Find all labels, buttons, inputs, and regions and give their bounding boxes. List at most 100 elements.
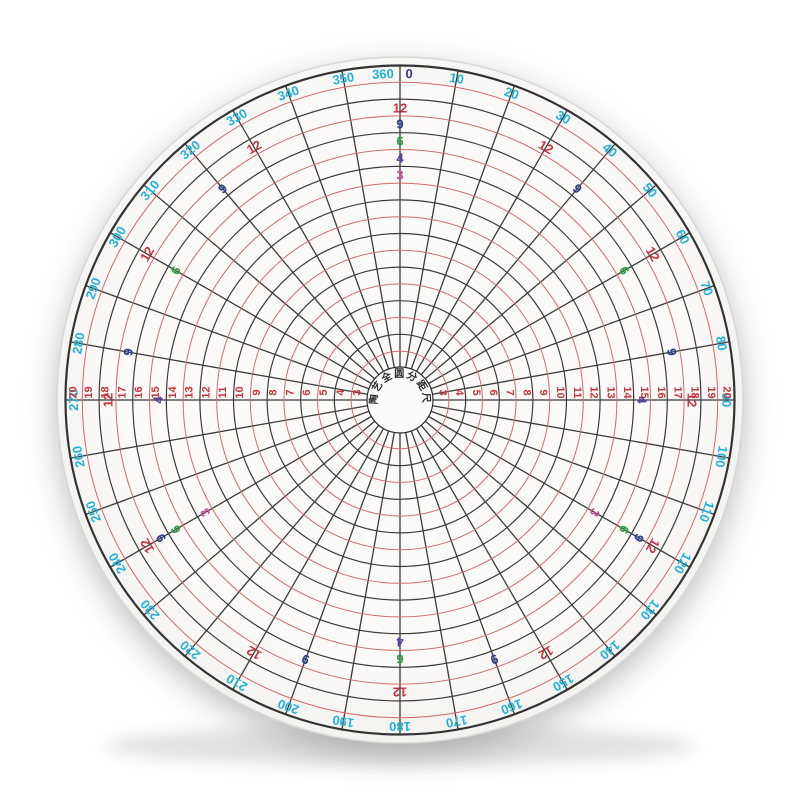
ring-circle xyxy=(300,300,500,500)
division-label: 12 xyxy=(643,536,663,556)
degree-label: 100 xyxy=(712,445,731,469)
division-label: 9 xyxy=(300,651,312,668)
degree-label: 30 xyxy=(553,107,573,127)
division-label: 12 xyxy=(536,137,556,157)
ring-circle xyxy=(98,98,702,702)
disc-shadow xyxy=(105,726,695,766)
degree-labels: 0 102030405060708090100110120130140150160… xyxy=(66,66,734,734)
ring-number-right: 6 xyxy=(487,389,499,395)
ring-number-right: 7 xyxy=(504,389,516,395)
ring-number-right: 18 xyxy=(688,386,700,398)
ring-number-left: 19 xyxy=(83,386,95,398)
ring-circle xyxy=(132,132,668,668)
ring-number-left: 7 xyxy=(284,389,296,395)
ring-number-right: 5 xyxy=(470,389,482,395)
ring-number-left: 6 xyxy=(301,389,313,395)
division-label: 3 xyxy=(396,168,403,183)
division-label: 9 xyxy=(396,117,403,132)
degree-label: 190 xyxy=(331,712,355,731)
division-label: 12 xyxy=(244,643,264,663)
ring-circle xyxy=(350,350,450,450)
division-label: 9 xyxy=(488,651,500,668)
ring-circle xyxy=(249,249,551,551)
ring-number-left: 4 xyxy=(335,389,347,396)
ring-number-right: 17 xyxy=(672,386,684,398)
division-label: 12 xyxy=(137,244,157,264)
division-label: 12 xyxy=(393,101,407,116)
ring-circle xyxy=(333,333,467,467)
ring-number-left: 8 xyxy=(268,389,280,395)
ring-number-right: 3 xyxy=(436,389,448,395)
division-label: 9 xyxy=(664,347,680,357)
degree-label: 180 xyxy=(389,719,411,734)
degree-label: 260 xyxy=(69,445,88,469)
division-label: 6 xyxy=(396,134,403,149)
ring-number-right: 8 xyxy=(520,389,532,395)
degree-label: 290 xyxy=(82,276,104,302)
center-hole xyxy=(366,366,434,434)
division-label: 12 xyxy=(137,536,157,556)
ring-number-right: 20 xyxy=(721,386,733,398)
ring-number-left: 9 xyxy=(251,389,263,395)
ring-number-right: 10 xyxy=(554,386,566,398)
degree-label: 0 xyxy=(405,66,413,81)
ring-number-left: 5 xyxy=(318,389,330,395)
ring-number-left: 11 xyxy=(217,387,229,399)
ring-number-right: 12 xyxy=(588,386,600,398)
ring-number-right: 14 xyxy=(621,386,633,399)
ring-number-right: 13 xyxy=(604,386,616,398)
degree-label: 160 xyxy=(499,696,525,718)
ring-number-left: 3 xyxy=(352,389,364,395)
ring-number-right: 9 xyxy=(537,389,549,395)
ring-number-right: 15 xyxy=(638,386,650,398)
ring-number-left: 13 xyxy=(184,386,196,398)
ring-number-left: 12 xyxy=(200,386,212,398)
ring-number-left: 10 xyxy=(234,386,246,398)
ring-number-left: 18 xyxy=(100,386,112,398)
ring-circle xyxy=(199,199,601,601)
ring-number-left: 17 xyxy=(116,386,128,398)
degree-label: 80 xyxy=(713,335,730,352)
division-label: 9 xyxy=(120,347,136,357)
ring-grid xyxy=(64,64,736,736)
ring-circle xyxy=(216,216,584,584)
ring-circle xyxy=(182,182,618,618)
division-label: 12 xyxy=(393,685,407,700)
ring-circle xyxy=(81,81,719,719)
ring-circle xyxy=(149,149,651,651)
degree-label: 350 xyxy=(331,69,355,88)
degree-label: 110 xyxy=(696,499,717,524)
ring-number-right: 16 xyxy=(655,386,667,398)
ring-circle xyxy=(232,232,568,568)
degree-label: 60 xyxy=(673,227,693,247)
ring-number-right: 4 xyxy=(453,389,465,396)
degree-label: 20 xyxy=(502,84,521,103)
division-label: 12 xyxy=(101,393,116,407)
ring-number-left: 14 xyxy=(167,386,179,399)
division-label: 12 xyxy=(685,393,700,407)
ring-number-right: 19 xyxy=(705,386,717,398)
division-label: 12 xyxy=(244,137,264,157)
ring-number-left: 20 xyxy=(68,386,80,398)
division-label: 6 xyxy=(396,652,403,667)
ring-circle xyxy=(283,283,517,517)
ring-circle xyxy=(165,165,635,635)
division-label: 4 xyxy=(151,396,166,404)
outer-ring-circle xyxy=(64,64,736,736)
degree-label: 270 xyxy=(66,389,81,411)
degree-label: 170 xyxy=(445,712,469,731)
degree-label: 360 xyxy=(372,66,394,82)
degree-label: 200 xyxy=(276,696,302,718)
division-label: 12 xyxy=(643,244,663,264)
division-label: 4 xyxy=(396,635,404,650)
degree-label: 340 xyxy=(276,82,302,104)
degree-label: 70 xyxy=(697,279,716,298)
division-label: 12 xyxy=(536,643,556,663)
ring-circle xyxy=(115,115,685,685)
degree-label: 10 xyxy=(448,70,465,87)
degree-label: 250 xyxy=(82,499,104,525)
degree-label: 90 xyxy=(719,393,734,407)
ring-circle xyxy=(317,317,483,483)
